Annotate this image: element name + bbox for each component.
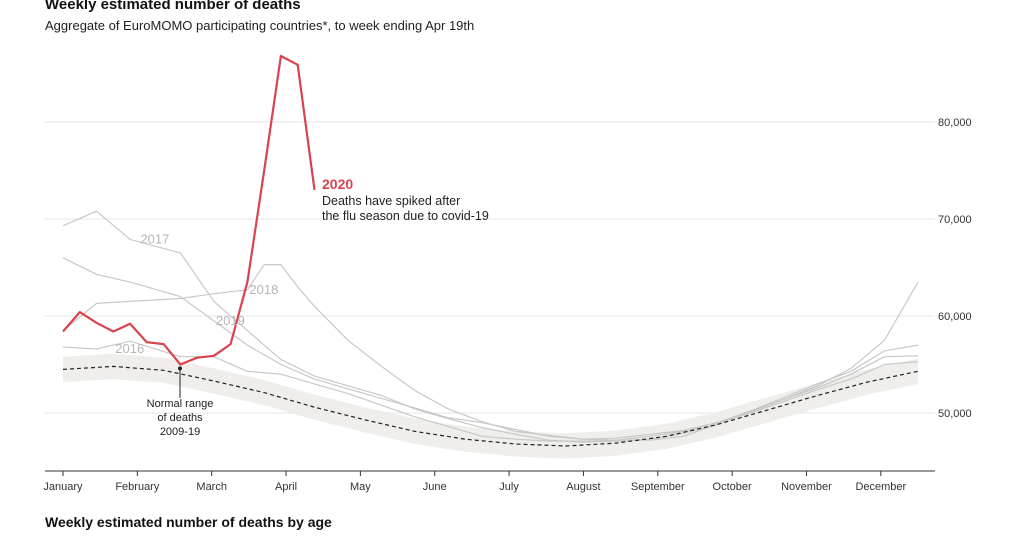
x-tick-label: February [115, 481, 160, 493]
series-line-2020 [62, 54, 316, 366]
annotations: 2020 Deaths have spiked after the flu se… [147, 176, 489, 438]
y-tick-label: 50,000 [938, 408, 972, 420]
y-tick-label: 70,000 [938, 214, 972, 226]
series-label-2019: 2019 [216, 313, 245, 328]
x-tick-label: December [855, 481, 906, 493]
series-lines [62, 54, 919, 447]
x-tick-label: October [713, 481, 752, 493]
annotation-line-2: the flu season due to covid-19 [322, 209, 489, 223]
x-tick-label: November [781, 481, 832, 493]
series-label-2016: 2016 [115, 341, 144, 356]
deaths-line-chart: 2017 2018 2019 2016 January February March Apr… [43, 54, 972, 493]
chart-subtitle: Aggregate of EuroMOMO participating coun… [45, 18, 475, 33]
series-labels: 2017 2018 2019 2016 [115, 231, 278, 356]
annotation-2020-label: 2020 [322, 176, 353, 192]
series-label-2017: 2017 [140, 231, 169, 246]
normal-range-label-2: of deaths [157, 412, 203, 424]
y-tick-label: 60,000 [938, 311, 972, 323]
normal-range-dot [178, 366, 182, 371]
baseline-dashed-line [62, 365, 919, 447]
normal-range-band [63, 353, 918, 459]
x-tick-label: August [566, 481, 600, 493]
series-line-2018 [62, 264, 919, 441]
normal-range-label-1: Normal range [147, 398, 214, 410]
next-chart-title: Weekly estimated number of deaths by age [45, 514, 332, 530]
x-tick-label: September [631, 481, 685, 493]
x-axis: January February March April May June July Augu… [43, 470, 935, 493]
x-tick-label: June [423, 481, 447, 493]
series-line-2016 [62, 340, 919, 442]
x-tick-label: May [350, 481, 371, 493]
normal-range-area [63, 353, 918, 459]
series-label-2018: 2018 [249, 282, 278, 297]
normal-range-label-3: 2009-19 [160, 426, 200, 438]
x-tick-label: April [275, 481, 297, 493]
x-tick-label: July [499, 481, 519, 493]
y-tick-label: 80,000 [938, 117, 972, 129]
series-line-2019 [62, 257, 919, 440]
annotation-line-1: Deaths have spiked after [322, 194, 460, 208]
x-tick-label: January [43, 481, 83, 493]
chart-title: Weekly estimated number of deaths [45, 0, 301, 13]
y-axis: 50,000 60,000 70,000 80,000 [938, 117, 972, 420]
x-tick-label: March [196, 481, 227, 493]
